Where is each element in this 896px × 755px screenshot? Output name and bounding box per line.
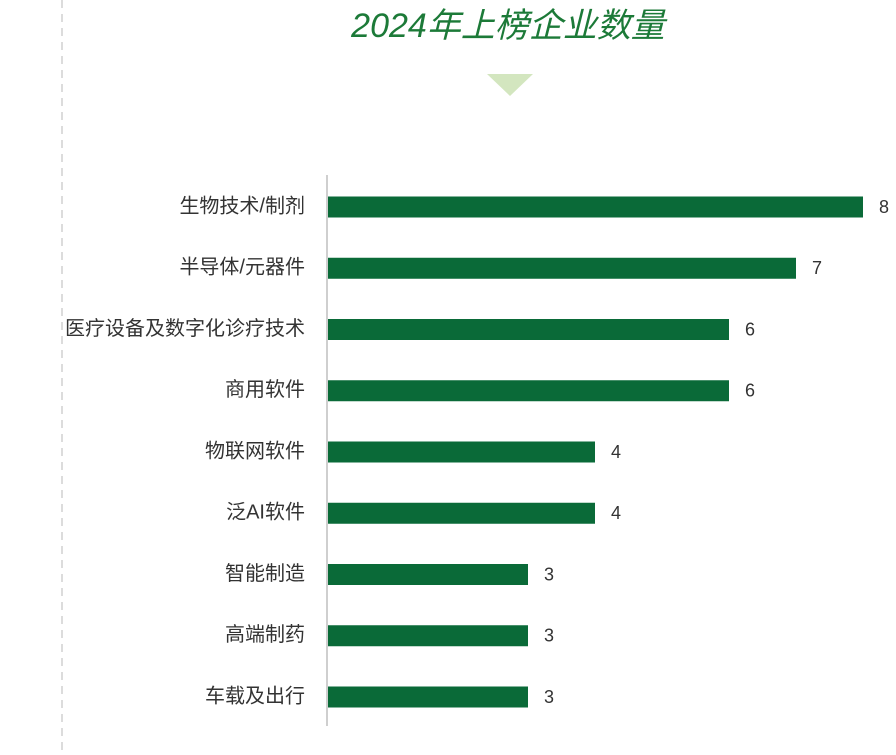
bar: [328, 319, 729, 340]
value-label: 6: [745, 381, 755, 401]
value-label: 4: [611, 442, 621, 462]
value-label: 3: [544, 626, 554, 646]
category-label: 半导体/元器件: [179, 256, 305, 279]
category-label: 车载及出行: [205, 684, 305, 707]
category-label: 物联网软件: [205, 439, 305, 462]
category-label: 智能制造: [225, 562, 305, 585]
category-label: 高端制药: [225, 623, 305, 646]
category-label: 泛AI软件: [226, 501, 305, 524]
value-label: 3: [544, 564, 554, 584]
category-label: 生物技术/制剂: [179, 194, 305, 217]
value-label: 7: [812, 258, 822, 278]
chart-title: 2024年上榜企业数量: [350, 7, 668, 45]
bar: [328, 196, 863, 218]
value-label: 4: [611, 503, 621, 523]
value-label: 3: [544, 687, 554, 707]
bar: [328, 441, 595, 463]
category-label: 商用软件: [225, 378, 305, 401]
value-label: 8: [879, 197, 889, 217]
category-label: 医疗设备及数字化诊疗技术: [65, 317, 305, 340]
bar: [328, 625, 528, 647]
title-arrow: [487, 74, 533, 96]
bar: [328, 380, 729, 402]
bar: [328, 502, 595, 524]
bar: [328, 564, 528, 585]
value-label: 6: [745, 319, 755, 339]
bar: [328, 686, 528, 708]
bar: [328, 257, 796, 279]
